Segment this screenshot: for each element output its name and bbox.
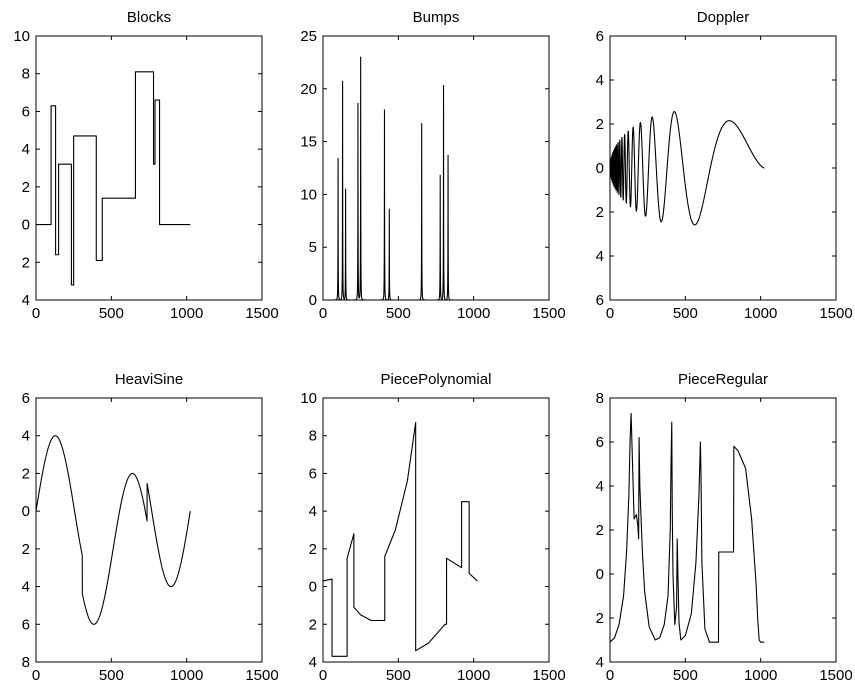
series-line-bumps — [322, 56, 478, 301]
series-line-pieceregular — [609, 412, 765, 643]
x-tick-label: 1000 — [744, 305, 777, 322]
y-tick-label: 6 — [596, 292, 604, 309]
y-tick-label: 8 — [596, 390, 604, 407]
y-tick-label: 6 — [22, 390, 30, 407]
y-tick-label: 2 — [596, 204, 604, 221]
y-tick-label: 4 — [309, 503, 317, 520]
axes-frame — [35, 35, 263, 301]
y-tick-label: 2 — [309, 616, 317, 633]
y-tick-label: 10 — [300, 390, 317, 407]
x-tick-label: 500 — [673, 305, 698, 322]
y-tick-label: 8 — [309, 428, 317, 445]
y-tick-label: 4 — [596, 478, 604, 495]
panel-heavisine: HeaviSine 0 500 1000 1500 6 4 2 0 2 4 6 8 — [22, 371, 279, 684]
panel-doppler: Doppler 0 500 1000 1500 6 4 2 0 2 4 6 — [596, 9, 853, 322]
y-tick-label: 4 — [596, 248, 604, 265]
y-tick-label: 0 — [22, 217, 30, 234]
x-tick-label: 1500 — [819, 305, 852, 322]
panel-blocks: Blocks 0 500 1000 1500 10 8 6 4 2 0 2 4 — [13, 9, 278, 322]
y-tick-label: 4 — [596, 72, 604, 89]
y-tick-label: 6 — [22, 103, 30, 120]
x-tick-label: 0 — [606, 305, 614, 322]
y-tick-label: 10 — [300, 186, 317, 203]
x-tick-label: 1500 — [532, 667, 565, 684]
y-tick-label: 6 — [596, 434, 604, 451]
y-tick-label: 0 — [596, 160, 604, 177]
x-tick-label: 0 — [32, 305, 40, 322]
y-tick-label: 4 — [22, 292, 30, 309]
x-tick-label: 1500 — [245, 305, 278, 322]
y-tick-label: 15 — [300, 134, 317, 151]
y-tick-label: 6 — [22, 616, 30, 633]
panel-title: PiecePolynomial — [381, 371, 492, 388]
y-tick-label: 5 — [309, 239, 317, 256]
panel-piecepolynomial: PiecePolynomial 0 500 1000 1500 10 8 6 4 2 0 2 4 — [300, 371, 565, 684]
x-tick-label: 0 — [606, 667, 614, 684]
panel-pieceregular: PieceRegular 0 500 1000 1500 8 6 4 2 0 2 4 — [596, 371, 853, 684]
y-tick-label: 4 — [596, 654, 604, 671]
axes-frame — [322, 35, 550, 301]
series-line-blocks — [36, 71, 191, 286]
panel-title: Bumps — [413, 9, 460, 26]
y-tick-label: 2 — [22, 465, 30, 482]
x-tick-label: 0 — [319, 305, 327, 322]
axes-frame — [609, 35, 837, 301]
y-tick-label: 2 — [596, 116, 604, 133]
axes-frame — [322, 397, 550, 663]
panel-title: HeaviSine — [115, 371, 183, 388]
y-tick-label: 25 — [300, 28, 317, 45]
y-tick-label: 6 — [309, 465, 317, 482]
x-tick-label: 500 — [386, 305, 411, 322]
x-tick-label: 0 — [319, 667, 327, 684]
y-tick-label: 0 — [309, 579, 317, 596]
x-tick-label: 500 — [99, 305, 124, 322]
y-tick-label: 8 — [22, 66, 30, 83]
series-line-piecepolynomial — [322, 421, 478, 657]
x-tick-label: 500 — [99, 667, 124, 684]
panel-bumps: Bumps 0 500 1000 1500 25 20 15 10 5 0 — [300, 9, 565, 322]
y-tick-label: 6 — [596, 28, 604, 45]
x-tick-label: 1000 — [457, 667, 490, 684]
x-tick-label: 1500 — [245, 667, 278, 684]
x-tick-label: 1000 — [744, 667, 777, 684]
series-line-doppler — [609, 111, 765, 226]
panel-title: PieceRegular — [678, 371, 768, 388]
y-tick-label: 2 — [596, 610, 604, 627]
y-tick-label: 2 — [22, 254, 30, 271]
y-tick-label: 2 — [22, 541, 30, 558]
y-tick-label: 2 — [309, 541, 317, 558]
panel-title: Blocks — [127, 9, 171, 26]
x-tick-label: 1000 — [457, 305, 490, 322]
panel-title: Doppler — [697, 9, 750, 26]
x-tick-label: 500 — [386, 667, 411, 684]
y-tick-label: 0 — [309, 292, 317, 309]
series-line-heavisine — [35, 435, 191, 625]
y-tick-label: 2 — [596, 522, 604, 539]
y-tick-label: 4 — [22, 141, 30, 158]
x-tick-label: 0 — [32, 667, 40, 684]
x-tick-label: 1000 — [170, 667, 203, 684]
y-tick-label: 20 — [300, 81, 317, 98]
axes-frame — [609, 397, 837, 663]
y-tick-label: 10 — [13, 28, 30, 45]
y-tick-label: 2 — [22, 179, 30, 196]
y-tick-label: 4 — [309, 654, 317, 671]
y-tick-label: 4 — [22, 579, 30, 596]
axes-frame — [35, 397, 263, 663]
y-tick-label: 4 — [22, 428, 30, 445]
x-tick-label: 1000 — [170, 305, 203, 322]
x-tick-label: 1500 — [819, 667, 852, 684]
y-tick-label: 0 — [22, 503, 30, 520]
y-tick-label: 8 — [22, 654, 30, 671]
y-tick-label: 0 — [596, 566, 604, 583]
x-tick-label: 500 — [673, 667, 698, 684]
x-tick-label: 1500 — [532, 305, 565, 322]
